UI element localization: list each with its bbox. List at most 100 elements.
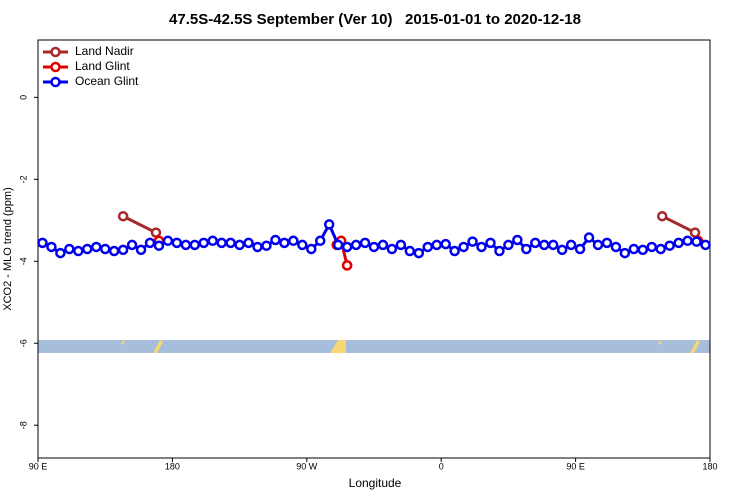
data-point <box>180 239 192 251</box>
data-point <box>126 239 138 251</box>
data-point <box>135 244 147 256</box>
data-point <box>458 241 469 253</box>
data-point <box>225 237 236 249</box>
data-point <box>350 239 362 251</box>
data-point <box>556 244 568 256</box>
data-point <box>108 245 120 257</box>
legend-label: Land Glint <box>75 59 130 73</box>
data-point <box>494 245 505 257</box>
data-point <box>673 237 684 249</box>
x-tick-label: 180 <box>165 461 180 471</box>
legend-label: Land Nadir <box>75 44 134 58</box>
data-point <box>512 234 523 246</box>
data-point <box>243 237 254 249</box>
data-point <box>90 241 102 253</box>
data-point <box>656 210 668 222</box>
data-point <box>332 239 344 251</box>
x-axis-label: Longitude <box>349 476 402 490</box>
data-point <box>530 237 541 249</box>
data-point <box>216 237 227 249</box>
data-point <box>691 236 702 247</box>
data-point <box>521 243 532 255</box>
data-point <box>628 243 640 255</box>
data-point <box>198 237 210 249</box>
data-point <box>431 239 442 251</box>
y-tick-label: -2 <box>18 175 28 183</box>
data-point <box>422 241 434 253</box>
ocean-band <box>38 340 710 353</box>
data-point <box>306 243 317 255</box>
data-point <box>646 241 658 253</box>
x-tick-label: 0 <box>439 461 444 471</box>
data-point <box>252 241 263 253</box>
data-point <box>261 240 272 251</box>
series-line <box>122 214 696 234</box>
plot-area: 90 E 180 90 W 0 90 E 180 0 -2 -4 -6 -8 <box>18 95 717 472</box>
x-tick-label: 90 E <box>566 461 585 471</box>
legend-label: Ocean Glint <box>75 74 139 88</box>
data-point <box>637 244 649 256</box>
data-point <box>664 240 675 251</box>
data-point <box>368 241 380 253</box>
data-point <box>682 235 693 247</box>
data-point <box>279 237 290 249</box>
data-point <box>404 245 416 257</box>
data-point <box>144 237 156 249</box>
data-point <box>574 243 586 255</box>
data-point <box>297 239 308 251</box>
data-point <box>449 245 460 257</box>
y-tick-label: -4 <box>18 257 28 265</box>
data-point <box>700 239 711 251</box>
data-point <box>538 239 550 251</box>
y-axis-label: XCO2 - MLO trend (ppm) <box>2 187 14 310</box>
data-point <box>601 237 613 249</box>
land-marks <box>121 340 700 353</box>
data-point <box>341 241 353 253</box>
data-point <box>485 237 496 249</box>
data-point <box>55 247 66 259</box>
data-point <box>153 240 165 251</box>
data-point <box>117 210 129 222</box>
data-point <box>99 243 111 255</box>
data-point <box>323 219 335 230</box>
data-point <box>547 239 559 251</box>
data-point <box>655 243 666 255</box>
data-point <box>610 241 622 253</box>
x-tick-label: 90 W <box>296 461 318 471</box>
plot-frame <box>37 39 711 459</box>
data-point <box>395 239 407 251</box>
y-tick-label: -8 <box>18 421 28 429</box>
data-point <box>565 239 577 251</box>
data-point <box>583 232 595 243</box>
data-point <box>619 247 631 259</box>
data-point <box>82 243 93 255</box>
data-point <box>64 243 75 255</box>
data-point <box>386 243 398 255</box>
x-tick-label: 180 <box>702 461 717 471</box>
data-point <box>503 239 514 251</box>
data-point <box>37 237 48 249</box>
legend-marker <box>50 61 61 73</box>
data-point <box>117 244 129 256</box>
data-point <box>359 237 371 249</box>
data-point <box>150 227 162 238</box>
y-tick-label: -6 <box>18 339 28 347</box>
data-point <box>341 260 353 271</box>
data-point <box>377 239 389 251</box>
data-point <box>73 245 84 257</box>
y-tick-label: 0 <box>18 95 28 100</box>
data-point <box>288 235 299 247</box>
land-mask-band <box>38 340 710 353</box>
data-point <box>592 239 604 251</box>
data-point <box>207 235 218 247</box>
data-point <box>162 235 174 247</box>
data-point <box>467 236 478 247</box>
x-tick-label: 90 E <box>29 461 48 471</box>
data-point <box>46 241 57 253</box>
data-point <box>476 241 487 253</box>
data-point <box>689 227 701 238</box>
data-point <box>314 235 326 247</box>
data-point <box>171 237 183 249</box>
